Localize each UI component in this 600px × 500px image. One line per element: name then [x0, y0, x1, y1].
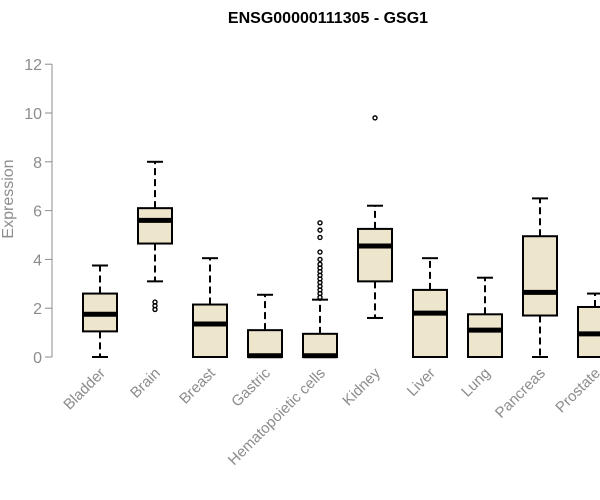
y-axis: 0 2 4 6 8 10 12 — [24, 57, 53, 367]
x-tick-label: Kidney — [339, 364, 384, 409]
box-prostate — [577, 292, 600, 359]
x-tick-label: Prostate — [552, 365, 600, 417]
outlier-point — [372, 115, 378, 121]
outlier-point — [317, 249, 323, 255]
iqr-box — [467, 313, 503, 358]
iqr-box — [522, 235, 558, 317]
y-tick-label: 10 — [24, 106, 42, 123]
x-tick-label: Bladder — [60, 365, 109, 414]
iqr-box — [137, 207, 173, 245]
x-tick-label: Liver — [404, 365, 439, 400]
box-brain — [137, 160, 173, 313]
y-tick-label: 0 — [33, 350, 42, 367]
y-tick-label: 12 — [24, 57, 42, 74]
y-tick-label: 2 — [33, 301, 42, 318]
box-gastric — [247, 293, 283, 359]
y-tick-label: 6 — [33, 204, 42, 221]
iqr-box — [412, 288, 448, 358]
box-hematopoietic-cells — [302, 220, 338, 359]
boxes-layer — [82, 115, 600, 359]
box-pancreas — [522, 197, 558, 358]
x-tick-label: Hematopoietic cells — [225, 365, 329, 469]
iqr-box — [357, 227, 393, 283]
x-tick-label: Gastric — [228, 364, 274, 410]
box-kidney — [357, 115, 393, 319]
outlier-point — [317, 256, 323, 263]
box-breast — [192, 257, 228, 359]
box-liver — [412, 257, 448, 358]
outlier-point — [317, 234, 323, 241]
outlier-point — [317, 227, 323, 233]
y-tick-label: 8 — [33, 155, 42, 172]
chart-title: ENSG00000111305 - GSG1 — [228, 10, 428, 27]
y-axis-label: Expression — [0, 159, 17, 238]
outlier-point — [317, 261, 323, 267]
box-lung — [467, 276, 503, 358]
x-tick-label: Brain — [127, 365, 164, 402]
iqr-box — [247, 329, 283, 359]
box-bladder — [82, 264, 118, 358]
x-tick-label: Pancreas — [492, 365, 549, 422]
x-tick-label: Breast — [176, 364, 219, 407]
iqr-box — [192, 303, 228, 359]
y-tick-label: 4 — [33, 252, 42, 269]
outlier-point — [152, 299, 158, 305]
outlier-point — [317, 220, 323, 226]
x-tick-label: Lung — [458, 365, 494, 401]
